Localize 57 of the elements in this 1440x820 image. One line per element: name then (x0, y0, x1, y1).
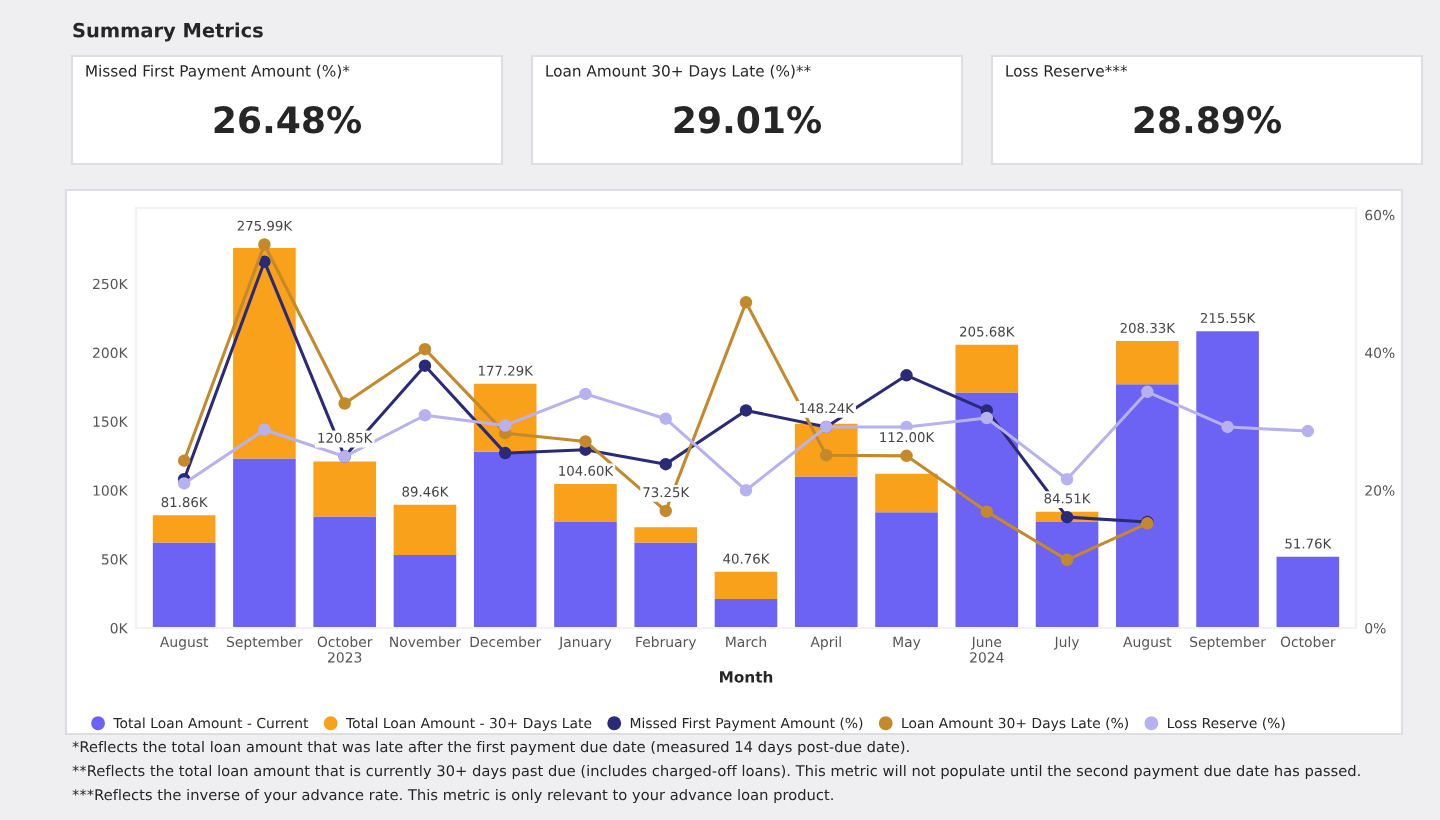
bar (152, 542, 216, 628)
point (498, 419, 512, 432)
point (739, 296, 753, 309)
bar (233, 458, 296, 628)
text: Summary Metrics (73, 22, 263, 42)
point (739, 484, 753, 497)
point (579, 435, 592, 448)
point (258, 255, 271, 268)
point (980, 411, 994, 425)
point (1060, 553, 1074, 567)
point (1221, 420, 1234, 434)
bar (313, 461, 376, 517)
bar (393, 504, 457, 556)
point (820, 448, 833, 462)
point (338, 397, 351, 410)
bar (955, 392, 1019, 628)
bar (554, 521, 617, 628)
bar (1276, 556, 1340, 628)
point (659, 457, 672, 471)
point (1141, 385, 1154, 399)
bar (1035, 521, 1099, 628)
bar (875, 473, 938, 513)
point (980, 505, 994, 518)
point (900, 449, 913, 463)
bar (152, 515, 216, 543)
text: 28.89% (1134, 106, 1282, 134)
bar (393, 555, 457, 628)
point (739, 404, 753, 417)
point (659, 412, 672, 425)
point (1060, 510, 1074, 524)
point (418, 342, 432, 356)
bar (1196, 331, 1259, 628)
point (418, 359, 432, 372)
bar (634, 527, 698, 543)
point (900, 369, 913, 382)
bar (714, 571, 778, 600)
point (1301, 424, 1315, 438)
point (418, 409, 432, 422)
text: 29.01% (674, 106, 822, 134)
point (498, 446, 512, 460)
bar (554, 483, 617, 522)
point (258, 423, 271, 436)
point (579, 387, 592, 401)
point (258, 238, 271, 251)
bar (955, 344, 1019, 393)
bar (473, 451, 537, 628)
bar (634, 542, 698, 628)
bar (714, 599, 778, 628)
text: 26.48% (214, 106, 362, 134)
point (659, 504, 672, 518)
bar (313, 516, 376, 628)
point (177, 454, 191, 467)
bar (794, 476, 858, 628)
point (1060, 473, 1074, 486)
bar (1116, 341, 1179, 385)
bar (1116, 384, 1179, 628)
bar (875, 512, 938, 628)
